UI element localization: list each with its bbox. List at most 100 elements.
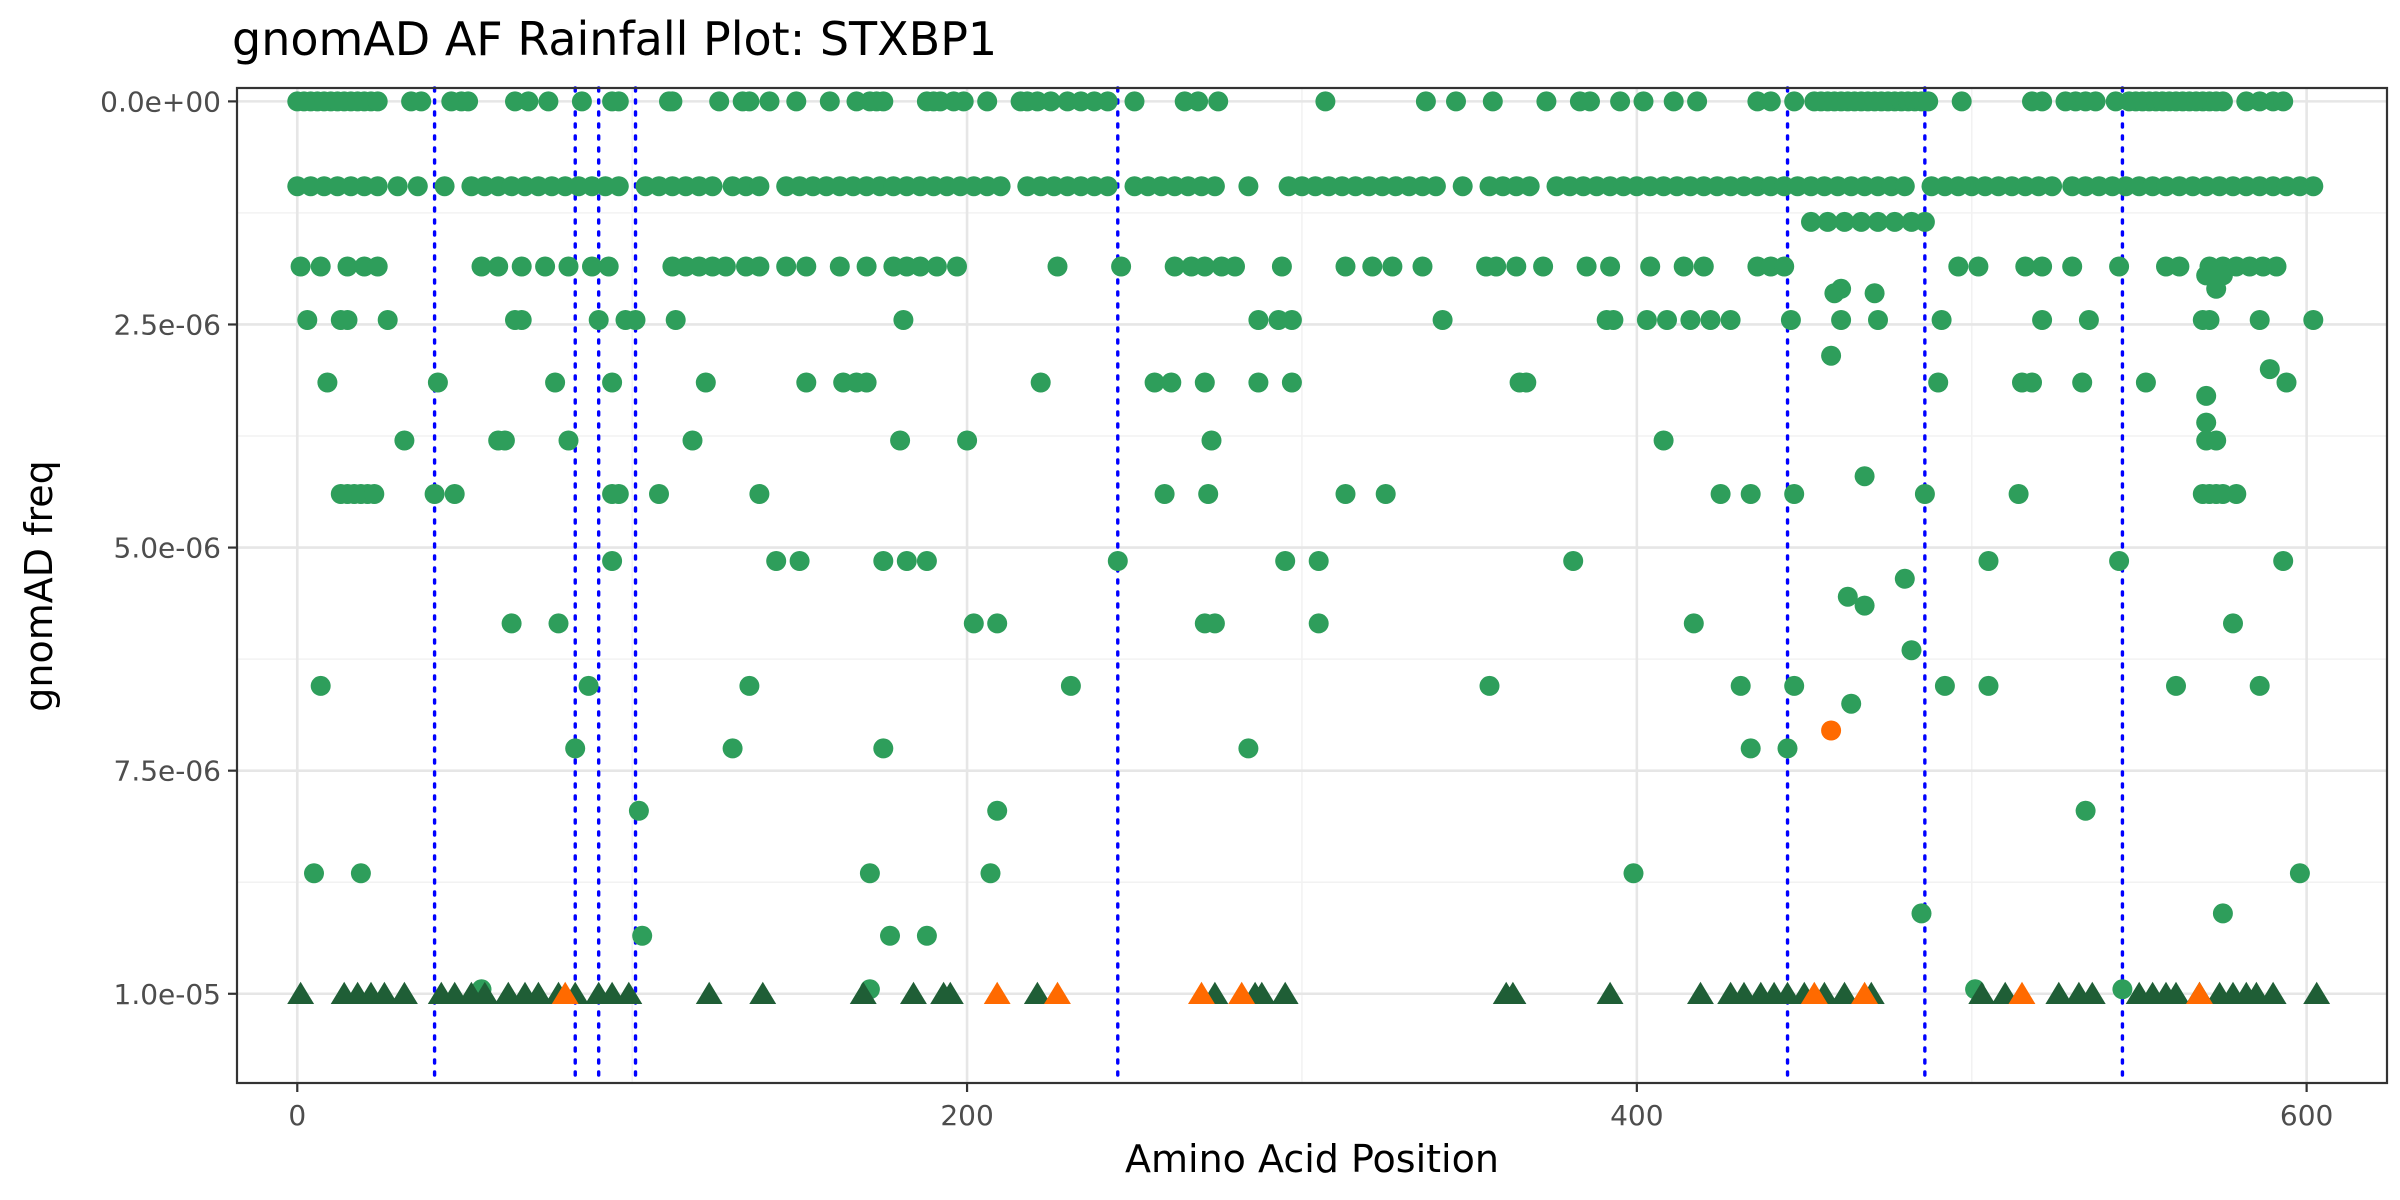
data-point <box>2249 675 2270 696</box>
data-point <box>1693 256 1714 277</box>
data-point <box>1452 176 1473 197</box>
data-point <box>1238 176 1259 197</box>
data-point <box>859 863 880 884</box>
data-point <box>796 256 817 277</box>
data-point <box>545 372 566 393</box>
data-point <box>608 91 629 112</box>
data-point <box>2266 256 2287 277</box>
data-point <box>424 484 445 504</box>
data-point <box>1308 551 1329 571</box>
data-point <box>2212 265 2233 286</box>
data-point <box>310 256 331 277</box>
y-tick-label: 2.5e-06 <box>114 308 222 341</box>
data-point <box>558 256 579 277</box>
data-point <box>608 484 629 504</box>
data-point <box>1740 484 1761 504</box>
data-point <box>695 372 716 393</box>
data-point <box>1432 310 1453 330</box>
data-point <box>1841 693 1862 714</box>
data-point <box>625 310 646 330</box>
triangle-marker <box>1044 981 1071 1004</box>
data-point <box>1928 372 1949 393</box>
data-point <box>1831 310 1852 330</box>
data-point <box>578 675 599 696</box>
data-point <box>1536 91 1557 112</box>
data-point <box>411 91 432 112</box>
data-point <box>1868 211 1888 232</box>
triangle-marker <box>370 981 398 1004</box>
data-point <box>749 176 770 197</box>
data-point <box>434 176 455 197</box>
x-tick-label: 600 <box>2280 1099 2333 1132</box>
data-point <box>1580 91 1600 112</box>
data-point <box>682 430 703 451</box>
data-point <box>1784 484 1805 504</box>
x-axis-title: Amino Acid Position <box>1125 1137 1499 1181</box>
data-point <box>1111 256 1132 277</box>
data-point <box>1633 91 1654 112</box>
data-point <box>856 256 877 277</box>
triangle-marker <box>1188 981 1215 1004</box>
data-point <box>1623 863 1644 884</box>
data-point <box>893 310 914 330</box>
data-point <box>1201 430 1222 451</box>
data-point <box>749 256 770 277</box>
data-point <box>947 256 967 277</box>
data-point <box>407 176 428 197</box>
data-point <box>1901 640 1922 661</box>
data-point <box>896 551 917 571</box>
data-point <box>535 256 556 277</box>
data-point <box>518 91 539 112</box>
data-point <box>602 551 623 571</box>
data-point <box>377 310 398 330</box>
data-point <box>1198 484 1219 504</box>
data-point <box>2085 91 2106 112</box>
data-point <box>916 551 937 571</box>
data-point <box>1208 91 1229 112</box>
data-point <box>1204 613 1225 634</box>
data-point <box>1576 256 1597 277</box>
data-point <box>2166 675 2186 696</box>
data-point <box>1124 91 1145 112</box>
y-tick-label: 5.0e-06 <box>114 532 222 565</box>
triangle-marker <box>900 981 927 1004</box>
data-point <box>1281 372 1302 393</box>
triangle-marker <box>1248 981 1276 1004</box>
data-point <box>571 91 592 112</box>
data-point <box>1978 675 1999 696</box>
data-point <box>856 372 877 393</box>
y-tick-label: 1.0e-05 <box>114 978 222 1011</box>
data-point <box>759 91 780 112</box>
data-point <box>2212 903 2233 924</box>
data-point <box>1777 738 1798 759</box>
triangle-marker <box>849 981 877 1004</box>
triangle-marker <box>1499 981 1527 1004</box>
data-point <box>1801 211 1821 232</box>
data-point <box>297 310 318 330</box>
data-point <box>1817 211 1838 232</box>
axes: 0 200 400 600 0.0e+00 2.5e-06 5.0e-06 7.5e-06 1.… <box>100 85 2333 1132</box>
data-point <box>709 91 730 112</box>
data-point <box>1362 256 1383 277</box>
data-point <box>1934 675 1955 696</box>
data-point <box>1164 256 1185 277</box>
data-point <box>789 551 810 571</box>
data-point <box>980 863 1001 884</box>
triangle-marker <box>1800 981 1828 1004</box>
data-point <box>1060 675 1081 696</box>
data-point <box>1653 430 1674 451</box>
data-point <box>538 91 559 112</box>
triangle-marker <box>287 981 315 1004</box>
data-point <box>2289 863 2310 884</box>
data-point <box>1834 211 1855 232</box>
data-point <box>2032 91 2053 112</box>
data-point <box>819 91 840 112</box>
data-point <box>1663 91 1684 112</box>
data-point <box>1720 310 1741 330</box>
triangle-marker <box>525 981 552 1004</box>
data-point <box>1563 551 1584 571</box>
data-point <box>1894 568 1915 589</box>
data-point <box>1415 91 1436 112</box>
